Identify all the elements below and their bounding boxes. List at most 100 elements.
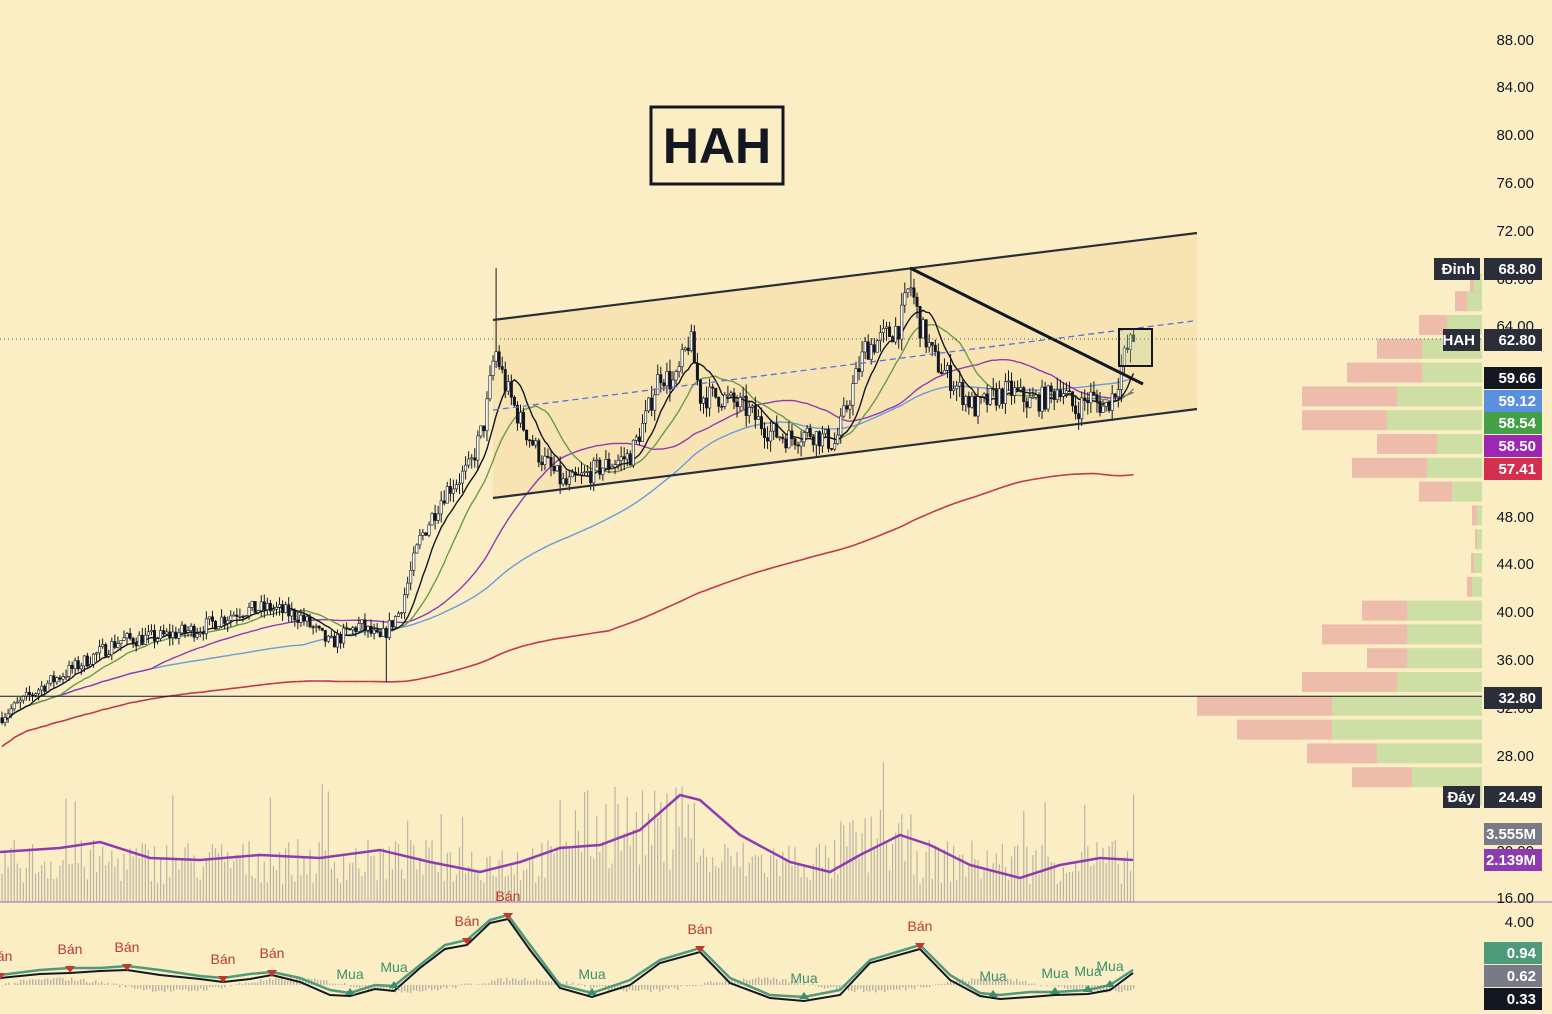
candle-body [488,375,492,400]
volume-bar [34,873,37,902]
volume-bar [870,816,872,902]
candle-body [753,405,757,420]
candle-body [976,396,980,417]
osc-histogram-bar [545,981,547,985]
volume-bar [614,786,616,902]
volume-bar [77,863,79,902]
candle-body [101,644,105,647]
volume-bar [163,883,165,902]
osc-histogram-bar [323,980,325,985]
vp-down-bar [1347,362,1422,383]
volume-bar [727,847,729,902]
vp-down-bar [1322,624,1407,645]
osc-histogram-bar [71,977,73,985]
volume-bar [410,839,412,902]
buy-marker [345,988,355,995]
osc-histogram-bar [530,980,532,985]
osc-histogram-bar [83,978,85,985]
candle-body [128,633,132,639]
volume-bar [1111,841,1113,902]
osc-histogram-bar [332,983,334,985]
candle-body [808,428,812,437]
ma-tag-2-value: 59.12 [1498,393,1536,410]
candle-body [790,430,794,440]
osc-histogram-bar [524,977,526,985]
osc-histogram-bar [647,985,649,991]
candle-body [769,430,773,442]
osc-histogram-bar [743,978,745,985]
candle-body [174,631,178,639]
candle-body [650,397,654,411]
vp-down-bar [1237,719,1332,740]
volume-bar [824,845,827,902]
candle-body [274,606,278,610]
volume-bar [693,802,695,902]
bottom-tag-value: 24.49 [1498,789,1536,806]
osc-histogram-bar [317,979,319,985]
osc-histogram-bar [701,985,703,986]
candle-body [985,393,989,405]
osc-histogram-bar [866,985,868,991]
osc-histogram-bar [290,977,292,985]
price-tick-label: 88.00 [1496,32,1534,49]
candle-body [27,692,31,696]
osc-histogram-bar [932,985,934,986]
candle-body [268,603,272,612]
candle-body [162,630,166,635]
candle-body [945,365,949,371]
volume-bar [291,875,293,902]
candle-body [759,416,763,429]
volume-bar [156,883,159,902]
osc-histogram-bar [440,985,442,989]
osc-histogram-bar [464,983,466,985]
candle-body [616,460,620,465]
volume-bar [1053,862,1055,902]
osc-histogram-bar [485,983,487,985]
vp-down-bar [1455,291,1467,312]
volume-bar [455,875,458,902]
volume-bar [766,877,769,902]
candle-body [290,610,294,617]
candle-body [1022,387,1026,402]
candle-body [192,625,196,638]
candle-body [378,631,382,637]
osc-histogram-bar [926,985,928,988]
osc-histogram-bar [758,977,760,985]
osc-histogram-bar [482,983,484,985]
candle-body [1119,366,1123,390]
volume-bar [657,817,659,902]
candle-body [598,459,602,475]
candle-body [15,701,19,704]
candle-body [58,677,62,680]
candle-body [207,616,211,620]
candle-body [491,360,495,376]
candle-body [555,465,559,472]
volume-bar [736,852,738,902]
candle-body [634,436,638,441]
candle-body [659,374,663,384]
candle-body [927,342,931,348]
candle-body [692,331,696,364]
candle-body [805,428,809,433]
ma-200-line [1,472,1134,748]
osc-histogram-bar [809,985,811,986]
vp-down-bar [1472,505,1477,526]
volume-bar [214,848,217,902]
osc-histogram-bar [734,981,736,985]
candles [0,267,1136,727]
osc-histogram-bar [506,977,508,985]
candle-body [842,405,846,417]
volume-bar [1120,883,1122,902]
osc-histogram-bar [452,985,454,988]
osc-histogram-bar [140,985,142,989]
osc-histogram-bar [941,984,943,985]
vp-up-bar [1474,273,1482,294]
volume-bar [318,842,320,902]
osc-tag-3-value: 0.33 [1507,991,1536,1008]
osc-histogram-bar [791,980,793,985]
osc-histogram-bar [284,979,286,985]
osc-histogram-bar [893,985,895,990]
candle-body [607,459,611,469]
candle-body [329,635,333,638]
